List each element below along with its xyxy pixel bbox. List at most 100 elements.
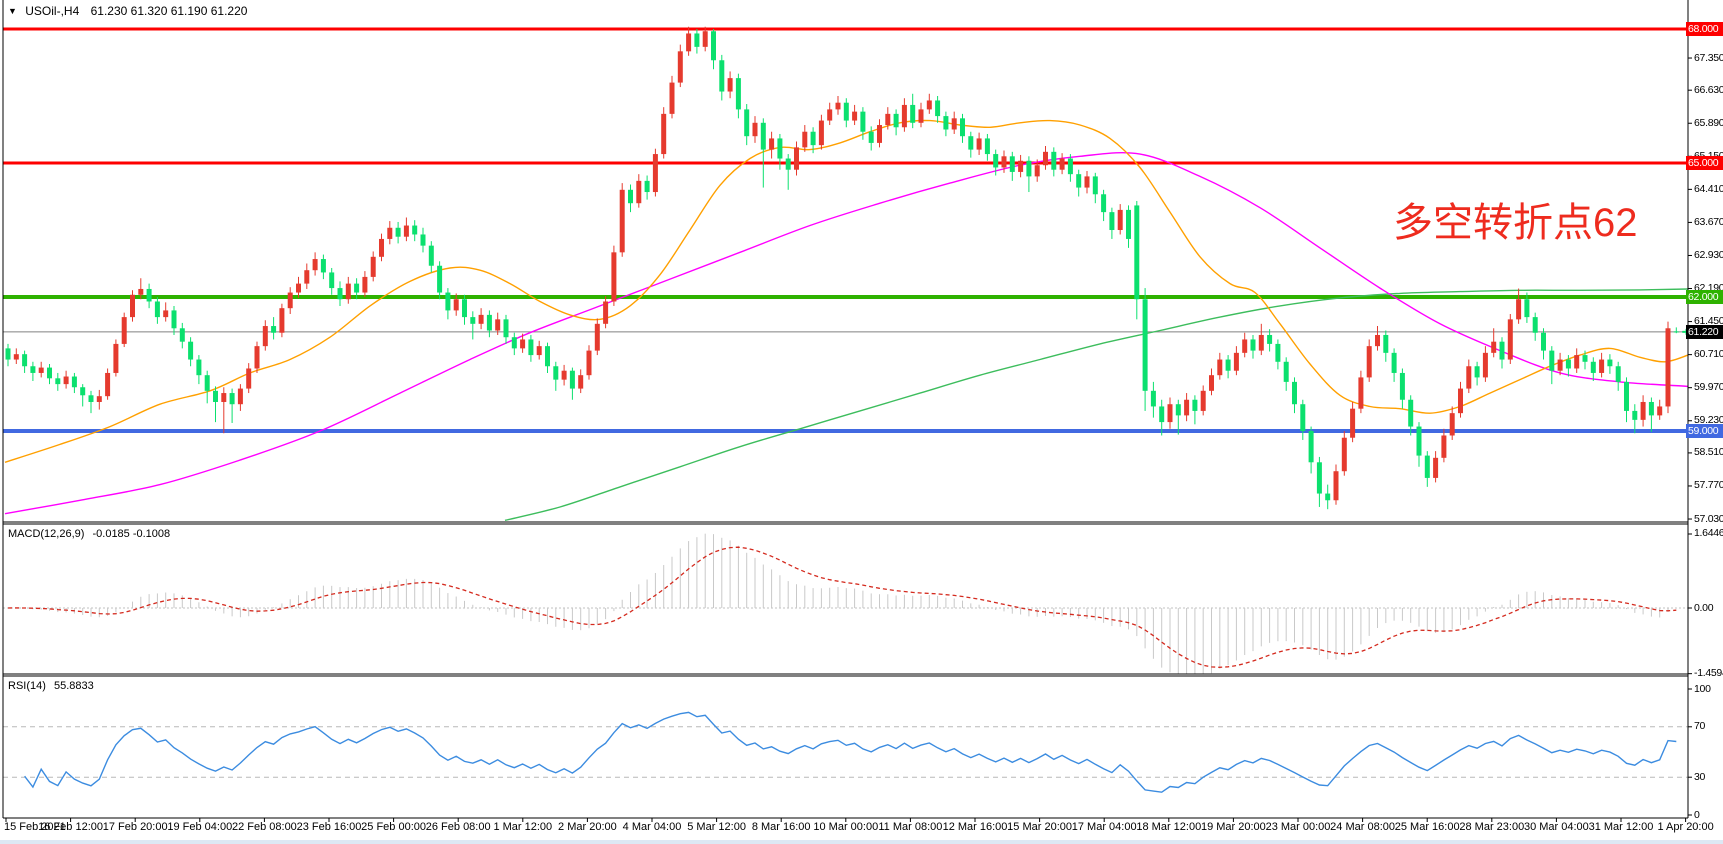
current-price-badge: 61.220 bbox=[1686, 324, 1723, 339]
candle-body bbox=[1051, 151, 1057, 170]
candle-body bbox=[1117, 209, 1123, 231]
candle-body bbox=[1242, 339, 1248, 353]
price-tick-label: 58.510 bbox=[1694, 446, 1723, 459]
time-tick-label: 16 Feb 12:00 bbox=[38, 821, 104, 833]
candle-body bbox=[1399, 372, 1405, 400]
time-tick-label: 24 Mar 08:00 bbox=[1330, 821, 1395, 833]
candle-body bbox=[354, 283, 360, 293]
candle-body bbox=[420, 234, 426, 246]
candle-body bbox=[1018, 160, 1024, 172]
candle-body bbox=[1267, 334, 1273, 344]
rsi-axis-label: 30 bbox=[1694, 770, 1706, 783]
candle-body bbox=[553, 366, 559, 380]
candle-body bbox=[63, 376, 69, 385]
candle-body bbox=[1026, 160, 1032, 177]
price-tick-label: 57.030 bbox=[1694, 512, 1723, 525]
candle-body bbox=[1549, 350, 1555, 371]
candle-body bbox=[976, 138, 982, 150]
candle-body bbox=[1665, 328, 1671, 407]
text-annotation[interactable]: 多空转折点62 bbox=[1393, 201, 1638, 245]
rsi-panel[interactable] bbox=[3, 711, 1688, 793]
time-tick-label: 28 Mar 23:00 bbox=[1459, 821, 1525, 833]
time-tick-label: 1 Apr 20:00 bbox=[1657, 821, 1714, 833]
candle-body bbox=[1292, 381, 1297, 405]
candle-body bbox=[1092, 176, 1098, 195]
time-tick-label: 25 Feb 00:00 bbox=[361, 821, 427, 833]
main-price-panel[interactable] bbox=[3, 26, 1691, 522]
candle-body bbox=[968, 136, 974, 150]
fast-ma-line bbox=[4, 119, 1688, 463]
candle-body bbox=[237, 388, 243, 405]
candle-body bbox=[1258, 334, 1264, 351]
candle-body bbox=[71, 376, 77, 388]
candle-body bbox=[1541, 332, 1546, 351]
candle-body bbox=[130, 294, 135, 318]
price-tick-label: 62.930 bbox=[1694, 248, 1723, 261]
macd-panel[interactable] bbox=[3, 533, 1688, 679]
candle-body bbox=[171, 310, 177, 329]
candle-body bbox=[138, 288, 144, 295]
price-level-badge: 59.000 bbox=[1686, 424, 1723, 439]
candle-body bbox=[1200, 390, 1206, 411]
time-tick-label: 4 Mar 04:00 bbox=[622, 821, 682, 833]
time-tick-label: 11 Mar 08:00 bbox=[878, 821, 943, 833]
candle-body bbox=[154, 301, 160, 318]
candle-body bbox=[702, 31, 708, 47]
candle-body bbox=[1084, 176, 1090, 188]
candle-body bbox=[1607, 359, 1613, 367]
candle-body bbox=[1076, 174, 1082, 188]
candle-body bbox=[188, 341, 194, 360]
time-tick-label: 25 Mar 16:00 bbox=[1394, 821, 1460, 833]
candle-body bbox=[1325, 493, 1331, 501]
macd-axis-label: 1.6446 bbox=[1694, 527, 1723, 540]
candle-body bbox=[229, 393, 235, 405]
candle-body bbox=[204, 375, 210, 391]
candle-body bbox=[1383, 334, 1389, 353]
candle-body bbox=[802, 131, 808, 148]
candle-body bbox=[5, 348, 11, 360]
macd-indicator-label: MACD(12,26,9) -0.0185 -0.1008 bbox=[8, 528, 170, 540]
candle-body bbox=[1532, 317, 1538, 333]
candle-body bbox=[677, 51, 683, 83]
candle-body bbox=[1640, 401, 1646, 420]
candle-body bbox=[412, 225, 418, 235]
candle-body bbox=[719, 60, 725, 92]
candle-body bbox=[578, 375, 584, 389]
candle-body bbox=[893, 113, 899, 128]
candle-body bbox=[196, 359, 202, 376]
candle-body bbox=[1316, 462, 1322, 494]
candle-body bbox=[594, 323, 600, 351]
candle-body bbox=[868, 131, 874, 143]
candle-body bbox=[636, 180, 642, 204]
candle-body bbox=[312, 259, 318, 271]
candle-body bbox=[569, 370, 575, 389]
candle-body bbox=[1175, 404, 1181, 416]
candle-body bbox=[545, 346, 550, 367]
candle-body bbox=[1009, 156, 1015, 172]
time-tick-label: 17 Feb 20:00 bbox=[102, 821, 168, 833]
candle-body bbox=[337, 288, 343, 300]
candle-body bbox=[80, 387, 86, 396]
candle-body bbox=[1449, 413, 1455, 436]
candle-body bbox=[777, 138, 783, 159]
candle-body bbox=[1159, 406, 1165, 423]
candle-body bbox=[428, 245, 434, 266]
candle-body bbox=[246, 368, 252, 389]
candle-body bbox=[22, 354, 28, 367]
candle-body bbox=[1391, 352, 1397, 373]
candle-body bbox=[644, 180, 650, 193]
symbol-info-bar: ▼ USOil-,H4 61.230 61.320 61.190 61.220 bbox=[8, 4, 247, 18]
candle-body bbox=[769, 138, 775, 150]
candle-body bbox=[852, 111, 858, 121]
time-tick-label: 23 Mar 00:00 bbox=[1265, 821, 1331, 833]
candle-body bbox=[1217, 359, 1223, 376]
collapse-arrow-icon[interactable]: ▼ bbox=[8, 6, 17, 16]
candle-body bbox=[960, 118, 965, 137]
candle-body bbox=[1648, 401, 1654, 416]
candle-body bbox=[1433, 457, 1439, 478]
candle-body bbox=[1599, 359, 1605, 373]
candle-body bbox=[619, 189, 625, 253]
macd-name: MACD(12,26,9) bbox=[8, 528, 85, 540]
slow-ma-line bbox=[504, 288, 1688, 522]
